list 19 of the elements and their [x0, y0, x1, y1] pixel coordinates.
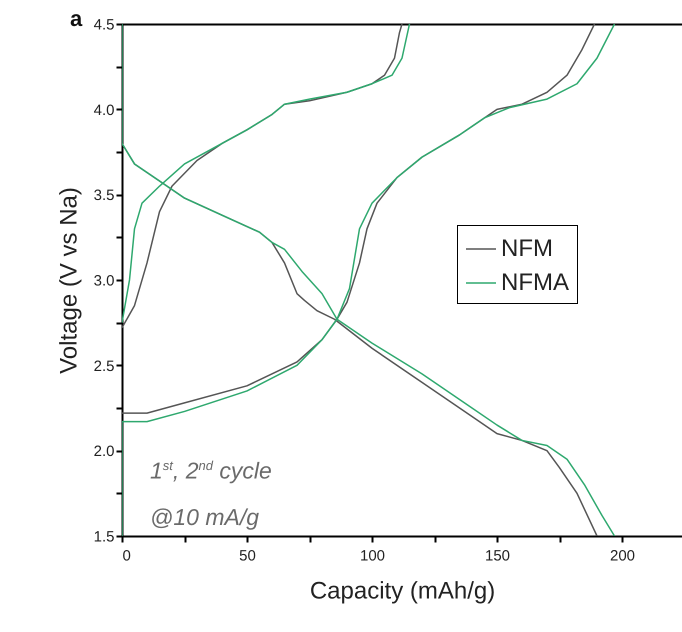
x-tick-label: 0 — [122, 548, 131, 564]
y-tick-label: 4.5 — [94, 16, 114, 34]
legend-label: NFMA — [501, 269, 569, 296]
y-tick-label: 2.0 — [94, 443, 114, 460]
y-tick-label: 3.5 — [94, 187, 114, 204]
x-tick-label: 100 — [360, 548, 386, 564]
y-axis-title: Voltage (V vs Na) — [56, 187, 83, 374]
y-tick-label: 1.5 — [94, 528, 114, 546]
x-tick-label: 50 — [239, 548, 256, 564]
x-tick-label: 150 — [484, 548, 510, 564]
x-tick-label: 200 — [610, 548, 636, 564]
chart-title: a — [70, 6, 83, 31]
y-tick-label: 3.0 — [94, 272, 114, 290]
x-axis-title: Capacity (mAh/g) — [310, 578, 496, 604]
y-tick-label: 2.5 — [94, 358, 114, 375]
legend-label: NFM — [501, 235, 553, 262]
annotation: @10 mA/g — [150, 502, 260, 532]
y-tick-label: 4.0 — [94, 102, 114, 119]
annotation: 1$^{st}$, 2$^{nd}$ cycle — [150, 456, 272, 486]
